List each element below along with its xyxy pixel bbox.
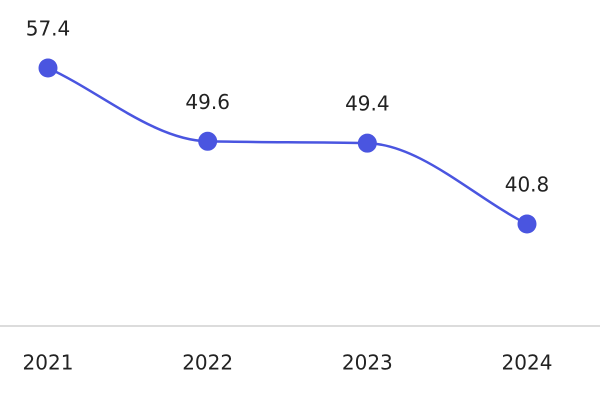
value-label: 57.4 [26, 17, 71, 41]
x-tick-label: 2022 [182, 351, 233, 375]
value-label: 40.8 [505, 173, 550, 197]
x-tick-label: 2021 [23, 351, 74, 375]
point [517, 214, 537, 234]
point [198, 131, 218, 151]
x-tick-label: 2023 [342, 351, 393, 375]
value-label: 49.4 [345, 92, 390, 116]
point [357, 133, 377, 153]
point [38, 58, 58, 78]
value-label: 49.6 [185, 90, 230, 114]
line [47, 66, 528, 226]
x-tick-label: 2024 [502, 351, 553, 375]
